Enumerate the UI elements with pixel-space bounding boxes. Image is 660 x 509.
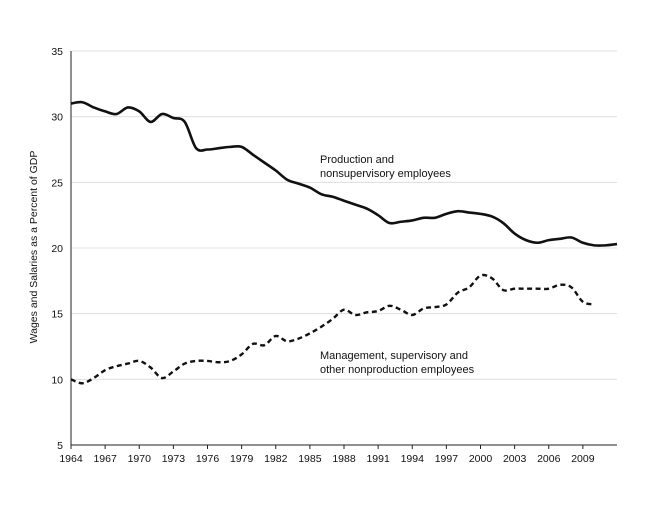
y-tick-label: 15: [51, 309, 63, 321]
y-tick-label: 20: [51, 243, 63, 255]
x-tick-label: 1967: [93, 453, 117, 465]
series-annotation-line: Management, supervisory and: [320, 350, 468, 362]
series-line-management: [70, 273, 595, 385]
x-tick-label: 2003: [503, 453, 527, 465]
x-tick-label: 1985: [298, 453, 322, 465]
x-tick-label: 1991: [366, 453, 390, 465]
x-tick-label: 2006: [537, 453, 561, 465]
x-tick-label: 2000: [469, 453, 493, 465]
y-tick-label: 35: [51, 46, 63, 58]
x-tick-label: 1970: [128, 453, 152, 465]
series-annotation-line: other nonproduction employees: [320, 364, 475, 376]
series-annotation-line: Production and: [320, 154, 394, 166]
x-tick-label: 1994: [401, 453, 425, 465]
x-tick-label: 1973: [162, 453, 186, 465]
y-axis-label: Wages and Salaries as a Percent of GDP: [28, 151, 40, 344]
x-tick-label: 1982: [264, 453, 288, 465]
series-line-production: [70, 100, 618, 247]
x-tick-label: 1988: [332, 453, 356, 465]
x-tick-labels: 1964 1967 1970 1973 1976 1979 1982 1985 1988 1991…: [59, 445, 595, 465]
x-tick-label: 1979: [230, 453, 254, 465]
y-tick-label: 25: [51, 177, 63, 189]
y-tick-labels: 5 10 15 20 25 30 35: [51, 46, 63, 452]
x-tick-label: 2009: [571, 453, 595, 465]
series-annotation-line: nonsupervisory employees: [320, 168, 451, 180]
x-tick-label: 1964: [59, 453, 83, 465]
gridlines: [71, 50, 617, 380]
x-tick-label: 1997: [435, 453, 459, 465]
x-tick-label: 1976: [196, 453, 220, 465]
y-tick-label: 10: [51, 374, 63, 386]
y-tick-label: 30: [51, 112, 63, 124]
series-lines: [70, 100, 618, 385]
series-annotations: Production and nonsupervisory employees Ma…: [320, 154, 475, 376]
y-tick-label: 5: [57, 440, 63, 452]
